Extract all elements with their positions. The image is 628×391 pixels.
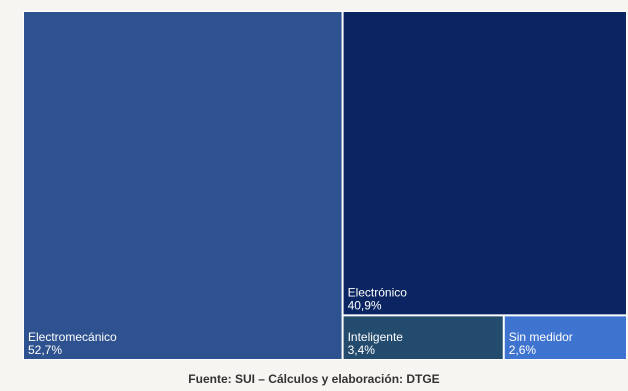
treemap-rect-inteligente bbox=[343, 316, 503, 359]
source-note: Fuente: SUI – Cálculos y elaboración: DT… bbox=[188, 372, 440, 386]
treemap-chart: Electromecánico 52,7% Electrónico 40,9% Inte… bbox=[23, 11, 627, 360]
treemap-value-electronico: 40,9% bbox=[348, 298, 382, 312]
treemap-label-electronico: Electrónico bbox=[348, 285, 408, 299]
treemap-value-sin-medidor: 2,6% bbox=[509, 343, 537, 357]
treemap-value-electromecanico: 52,7% bbox=[28, 343, 62, 357]
treemap-rect-sin-medidor bbox=[504, 316, 626, 359]
treemap-label-sin-medidor: Sin medidor bbox=[509, 330, 573, 344]
treemap-rect-electromecanico bbox=[24, 12, 342, 359]
treemap-value-inteligente: 3,4% bbox=[348, 343, 376, 357]
treemap-label-inteligente: Inteligente bbox=[348, 330, 404, 344]
treemap-rect-electronico bbox=[343, 12, 626, 315]
treemap-label-electromecanico: Electromecánico bbox=[28, 330, 117, 344]
treemap-svg: Electromecánico52,7%Electrónico40,9%Inte… bbox=[24, 12, 626, 359]
